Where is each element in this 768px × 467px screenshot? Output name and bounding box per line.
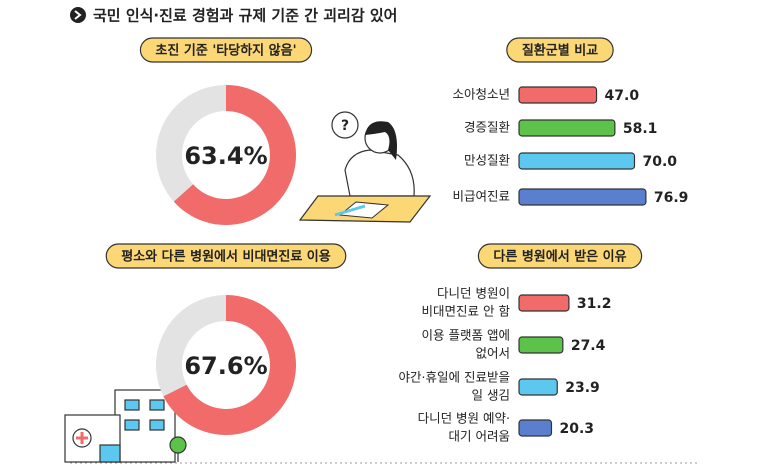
- header-title: 국민 인식·진료 경험과 규제 기준 간 괴리감 있어: [93, 7, 397, 25]
- category-label: 대기 어려움: [449, 429, 510, 444]
- bar: [518, 119, 616, 137]
- svg-text:?: ?: [341, 118, 349, 134]
- title-pill: [477, 243, 643, 269]
- bar: [518, 336, 564, 354]
- value-label: 47.0: [605, 88, 640, 104]
- bar: [518, 188, 647, 206]
- category-label: 이용 플랫폼 앱에: [422, 328, 510, 343]
- category-label: 없어서: [475, 346, 510, 361]
- donut-segment: [163, 295, 296, 435]
- category-label: 만성질환: [464, 153, 511, 168]
- header-icon: [70, 7, 86, 23]
- value-label: 20.3: [559, 421, 594, 437]
- title-pill: [105, 243, 347, 269]
- category-label: 소아청소년: [452, 87, 510, 102]
- header-chevron: [74, 10, 82, 20]
- value-label: 27.4: [571, 338, 606, 354]
- donut-value: 63.4%: [184, 142, 267, 170]
- category-label: 일 생김: [472, 388, 510, 403]
- bar: [518, 152, 636, 170]
- value-label: 70.0: [643, 154, 678, 170]
- category-label: 다니던 병원 예약·: [418, 411, 510, 426]
- category-label: 경증질환: [464, 120, 511, 135]
- title-pill: [139, 37, 313, 63]
- category-label: 비대면진료 안 함: [422, 304, 511, 319]
- bar: [518, 378, 558, 396]
- bar: [518, 86, 598, 104]
- value-label: 23.9: [565, 380, 600, 396]
- donut-value: 67.6%: [184, 352, 267, 380]
- value-label: 31.2: [577, 296, 612, 312]
- category-label: 야간·휴일에 진료받을: [399, 370, 510, 385]
- value-label: 58.1: [623, 121, 658, 137]
- value-label: 76.9: [654, 190, 689, 206]
- section-title: 다른 병원에서 받은 이유: [493, 249, 626, 265]
- title-pill: [506, 37, 614, 63]
- donut-segment: [173, 85, 296, 225]
- person-illustration: ?: [298, 111, 432, 223]
- bar: [518, 294, 570, 312]
- hospital-illustration: [64, 389, 187, 463]
- category-label: 비급여진료: [452, 189, 510, 204]
- category-label: 다니던 병원이: [437, 286, 510, 301]
- bar: [518, 419, 553, 437]
- section-title: 평소와 다른 병원에서 비대면진료 이용: [121, 249, 331, 265]
- section-title: 질환군별 비교: [522, 43, 598, 59]
- section-title: 초진 기준 '타당하지 않음': [155, 43, 296, 59]
